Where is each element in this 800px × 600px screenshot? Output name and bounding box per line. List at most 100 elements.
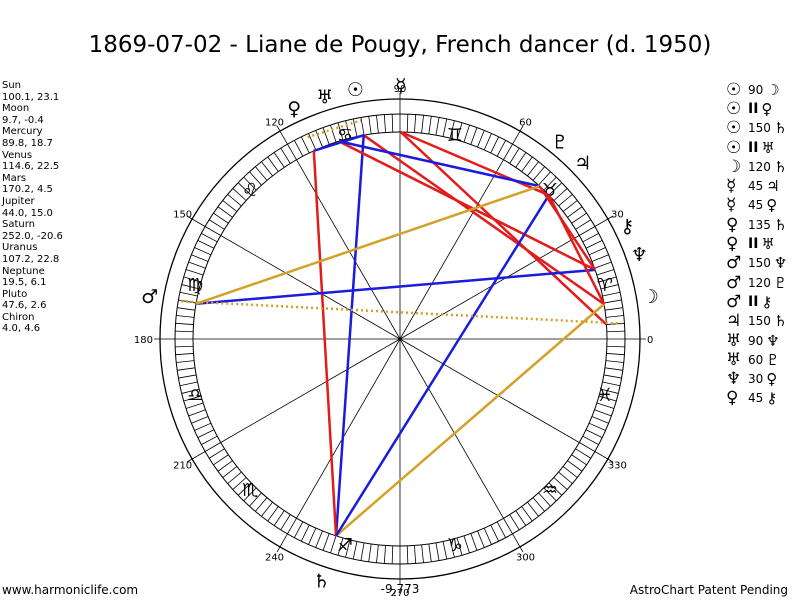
aspect-angle: 60 [748, 352, 764, 367]
aspect-row: ☽ 120 ♄ [726, 156, 787, 177]
planet-position: 170.2, 4.5 [2, 184, 53, 196]
planet-glyph-icon: ☿ [726, 176, 737, 197]
planet-glyph-icon: ☿ [726, 195, 737, 216]
aspect-line [399, 131, 608, 326]
planet-position: 44.0, 15.0 [2, 207, 53, 219]
planet-glyph-icon: ♀ [726, 388, 739, 409]
aspect-row: ☉ 90 ☽ [726, 80, 787, 100]
spoke-lines [154, 93, 646, 585]
planet-glyph-icon: ♂ [726, 272, 742, 293]
planet-glyph-icon: ♃ [726, 311, 742, 332]
planet-name: Mercury [2, 126, 43, 138]
aspect-row: ♀ 135 ♄ [726, 214, 788, 235]
planet-glyph-icon: ♀ [726, 234, 739, 255]
planet-position: 4.0, 4.6 [2, 323, 41, 335]
patent-notice: AstroChart Patent Pending [629, 583, 788, 597]
aspect-row: ♃ 150 ♄ [726, 311, 787, 332]
website-link[interactable]: www.harmoniclife.com [2, 583, 139, 597]
planet-glyph-icon: ♇ [766, 350, 780, 369]
bottom-value: -9,773 [381, 582, 420, 596]
planet-glyph-icon: ☉ [726, 118, 742, 139]
aspect-angle: II [748, 236, 759, 253]
degree-label: 330 [608, 461, 627, 472]
zodiac-sign-icon: ♍ [187, 275, 203, 296]
planet-name: Mars [2, 172, 27, 184]
aspect-row: ♂ II ⚷ [726, 291, 787, 312]
zodiac-sign-icon: ♐ [337, 535, 353, 556]
degree-label: 240 [265, 552, 284, 563]
planet-name: Pluto [2, 288, 28, 300]
zodiac-sign-icon: ♎ [187, 385, 203, 406]
planet-saturn-icon: ♄ [313, 571, 330, 593]
planet-glyph-icon: ☽ [766, 80, 780, 99]
planet-glyph-icon: ♀ [761, 99, 773, 118]
aspect-line [362, 134, 605, 306]
planet-glyph-icon: ☉ [726, 137, 742, 158]
parallel-line [181, 299, 622, 325]
aspect-list: ☉ 90 ☽ ☉ II ♀ ☉ 150 ♄ ☉ II ♅ ☽ 120 ♄ ☿ 45 ♃ ☿ 45 ♀ ♀ 135 ♄ ♀ II ♅ ♂… [726, 80, 788, 409]
aspect-angle: 45 [748, 391, 764, 406]
zodiac-sign-icon: ♊ [447, 125, 463, 146]
aspect-row: ♅ 60 ♇ [726, 350, 787, 370]
planet-glyph-icon: ⚷ [761, 292, 773, 311]
planet-position-list: Sun 100.1, 23.1 Moon 9.7, -0.4 Mercury 89.8, … [2, 80, 63, 335]
aspect-angle: 135 [748, 217, 771, 232]
aspect-row: ☉ II ♀ [726, 98, 787, 119]
aspect-line [312, 150, 338, 536]
aspect-line [313, 134, 365, 152]
planet-position: 107.2, 22.8 [2, 253, 60, 265]
aspect-angle: 90 [748, 333, 764, 348]
planet-name: Uranus [2, 242, 38, 254]
planet-glyph-icon: ♅ [761, 138, 775, 157]
aspect-row: ☉ 150 ♄ [726, 118, 787, 139]
aspect-line [538, 185, 597, 271]
zodiac-sign-icon: ♓ [597, 385, 613, 406]
degree-label: 60 [519, 118, 532, 129]
chart-title: 1869-07-02 - Liane de Pougy, French danc… [88, 32, 712, 58]
planet-glyphs: ☉ ☽ ☿ ♀ ♂ ♃ ♄ ♅ ♆ ♇ ⚷ [141, 75, 659, 593]
planet-name: Chiron [2, 311, 35, 323]
planet-glyph-icon: ☉ [726, 98, 742, 119]
aspect-lines [181, 119, 622, 537]
aspect-line [334, 194, 550, 537]
planet-name: Jupiter [2, 195, 35, 207]
aspect-angle: 30 [748, 372, 764, 387]
degree-label: 30 [611, 210, 624, 221]
planet-glyph-icon: ☽ [726, 156, 742, 177]
planet-glyph-icon: ♆ [773, 254, 788, 273]
aspect-angle: 150 [748, 121, 771, 136]
zodiac-sign-icon: ♌ [242, 180, 258, 201]
aspect-row: ♀ II ♅ [726, 234, 787, 255]
aspect-angle: 45 [748, 179, 764, 194]
planet-mars-icon: ♂ [141, 286, 158, 308]
planet-pluto-icon: ♇ [551, 132, 568, 154]
aspect-line [400, 130, 550, 197]
degree-label: 150 [173, 210, 192, 221]
planet-glyph-icon: ♆ [726, 369, 742, 390]
planet-glyph-icon: ♂ [726, 253, 742, 274]
aspect-angle: 45 [748, 198, 764, 213]
aspect-row: ☉ II ♅ [726, 137, 787, 158]
aspect-row: ♅ 90 ♆ [726, 330, 787, 351]
degree-label: 210 [173, 461, 192, 472]
planet-mercury-icon: ☿ [395, 75, 407, 97]
planet-glyph-icon: ♀ [726, 214, 739, 235]
planet-glyph-icon: ♅ [761, 235, 775, 254]
aspect-row: ☿ 45 ♃ [726, 176, 787, 197]
planet-glyph-icon: ♄ [773, 215, 788, 234]
aspect-angle: 150 [748, 314, 771, 329]
planet-chiron-icon: ⚷ [620, 216, 634, 238]
degree-label: 180 [134, 335, 153, 346]
aspect-line [338, 140, 540, 188]
planet-name: Sun [2, 80, 22, 91]
planet-glyph-icon: ♅ [726, 330, 742, 351]
planet-venus-icon: ♀ [287, 98, 301, 120]
planet-jupiter-icon: ♃ [574, 153, 591, 175]
planet-name: Moon [2, 103, 30, 115]
planet-name: Saturn [2, 219, 36, 231]
aspect-angle: II [748, 139, 759, 156]
planet-glyph-icon: ♆ [766, 331, 780, 350]
planet-glyph-icon: ♇ [773, 273, 788, 292]
planet-glyph-icon: ♂ [726, 291, 742, 312]
aspect-angle: 90 [748, 82, 764, 97]
